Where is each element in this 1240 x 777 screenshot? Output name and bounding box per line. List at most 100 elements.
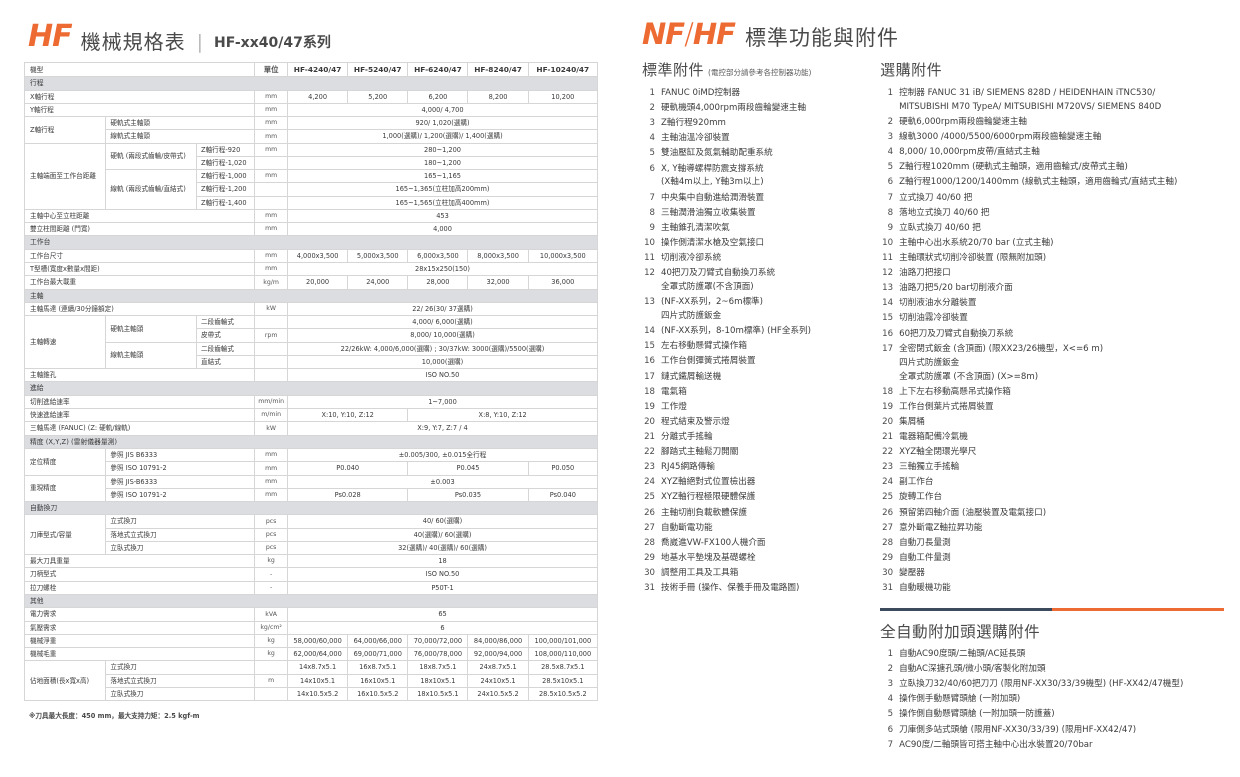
table-row: T型槽(寬度x數量x間距) mm 28x15x250(150) [23, 262, 598, 277]
row-sublabel-2: 二段齒輪式 [196, 315, 256, 330]
cell-value-1: 69,000/71,000 [347, 647, 409, 662]
optional-accessory-item-label: 上下左右移動高懸吊式操作箱 [899, 386, 1011, 397]
standard-accessory-item-number: 18 [644, 386, 655, 397]
section-row: 其他 [24, 593, 598, 609]
cell-value-span: 6 [287, 620, 598, 635]
row-label: 主軸端面至工作台距離 [23, 142, 107, 210]
cell-value-1: 5,200 [347, 89, 409, 104]
auto-head-accessory-item-number: 3 [887, 679, 894, 690]
auto-head-accessory-item-label: 刀庫側多站式頭艙 (限用NF-XX30/33/39) (限用HF-XX42/47… [899, 724, 1137, 735]
optional-accessory-item-label: 油路刀把5/20 bar切削液介面 [899, 283, 1013, 294]
optional-accessory-item-continuation: 四片式防護鈑金 [899, 357, 960, 368]
cell-value-0: 14x10.5x5.2 [287, 686, 349, 702]
table-row: 工作台尺寸 mm 4,000x3,500 5,000x3,500 6,000x3,500… [23, 248, 599, 264]
row-unit: mm [254, 89, 289, 104]
optional-accessory-item-number: 26 [882, 507, 894, 518]
optional-accessory-item-label: 旋轉工作台 [899, 492, 943, 503]
standard-accessory-item-number: 11 [644, 253, 655, 264]
optional-accessory-item-label: 60把刀及刀臂式自動換刀系統 [899, 328, 1014, 339]
cell-value-span: 1~7,000 [287, 394, 598, 410]
standard-accessory-item: 9 主軸錐孔清潔吹氣 [642, 222, 866, 236]
optional-accessory-item: 2 硬軌6,000rpm兩段齒輪變速主軸 [880, 116, 1224, 130]
row-unit: mm [254, 487, 289, 503]
table-header-row: 機型 單位 HF-4240/47 HF-5240/47 HF-6240/47 HF-824… [23, 61, 599, 78]
optional-accessory-item: 31 自動暖機功能 [880, 582, 1224, 596]
cell-value-span: 165~1,165 [287, 169, 598, 184]
cell-value-span: 18 [287, 554, 598, 569]
optional-accessory-item-number: 8 [887, 207, 894, 218]
optional-accessory-item-number: 27 [882, 522, 894, 533]
standard-accessory-item-label: (NF-XX系列，8-10m標準) (HF全系列) [661, 326, 811, 337]
cell-value-span: 1,000(選購)/ 1,200(選購)/ 1,400(選購) [287, 129, 598, 144]
standard-accessory-item: 16 工作台側彈簧式捲屑裝置 [642, 355, 866, 369]
optional-accessory-item-label: 落地立式換刀 40/60 把 [899, 207, 990, 218]
cell-value-span: ISO NO.50 [287, 567, 598, 582]
row-label: T型槽(寬度x數量x間距) [23, 262, 256, 277]
auto-head-accessory-item: 1 自動AC90度頭/二軸頭/AC延長頭 [880, 648, 1224, 662]
right-title-row: NF/HF 標準功能與附件 [642, 20, 1224, 49]
standard-accessory-item-number: 24 [644, 477, 655, 488]
row-label: 主軸中心至立柱距離 [23, 208, 256, 224]
cell-value-span: 40/ 60(選購) [287, 514, 598, 529]
row-unit: m/min [254, 408, 289, 423]
section-title: 自動換刀 [24, 500, 598, 516]
row-sublabel-2: Z軸行程-1,400 [196, 195, 256, 210]
row-sublabel: 立式換刀 [105, 514, 256, 529]
auto-head-accessory-item: 4 操作側手動懸臂頭艙 (一附加頭) [880, 693, 1224, 707]
table-row: X軸行程 mm 4,200 5,200 6,200 8,200 10,200 [23, 89, 599, 104]
optional-accessory-item-number: 29 [882, 552, 894, 563]
row-label: 機械淨重 [23, 633, 256, 649]
row-label: 刀柄型式 [23, 567, 256, 582]
footnote: ※刀具最大長度：450 mm，最大支持力矩：2.5 kgf-m [29, 712, 200, 721]
row-unit: mm/min [254, 394, 289, 410]
right-panel: NF/HF 標準功能與附件 標準附件 (電控部分請參考各控制器功能) 1 FANU… [620, 0, 1240, 777]
row-sublabel: 立式換刀 [105, 660, 256, 675]
table-row: 快速進給速率 m/min X:10, Y:10, Z:12 X:8, Y:10, Z:… [23, 408, 598, 423]
table-row: Y軸行程 mm 4,000/ 4,700 [23, 102, 598, 118]
optional-heading: 選購附件 [880, 61, 943, 79]
row-sublabel: 落地式立式換刀 [105, 673, 256, 688]
table-row: Z軸行程 硬軌式主軸頭 mm 920/ 1,020(選購) [23, 116, 598, 144]
standard-accessory-item-label: 程式結束及警示燈 [661, 416, 730, 427]
table-row: 主軸馬達 (連續/30分鐘額定) kW 22/ 26(30/ 37選購) [23, 301, 598, 317]
auto-head-accessory-item-number: 6 [887, 724, 894, 735]
row-unit: kg/m [254, 275, 289, 290]
cell-value-0: 58,000/60,000 [287, 633, 349, 649]
optional-accessory-item-number: 7 [887, 192, 894, 203]
standard-accessory-item: 2 硬軌機頭4,000rpm兩段齒輪變速主軸 [642, 102, 866, 116]
standard-accessory-item-number: 29 [644, 552, 655, 563]
row-unit [254, 195, 289, 210]
header-model-4: HF-10240/47 [527, 61, 599, 78]
optional-accessory-item-number: 9 [887, 222, 894, 233]
auto-head-heading: 全自動附加頭選購附件 [880, 622, 1041, 641]
row-unit: kg [254, 554, 289, 569]
standard-accessories-column: 標準附件 (電控部分請參考各控制器功能) 1 FANUC 0iMD控制器 2 硬軌機頭… [642, 59, 866, 754]
cell-value-2: 6,200 [407, 89, 469, 104]
standard-accessory-item-number: 16 [644, 356, 655, 367]
standard-accessory-item-label: 切削液冷卻系統 [661, 253, 722, 264]
row-label: Y軸行程 [23, 102, 256, 118]
standard-accessory-item-label: (NF-XX系列，2~6m標準) 四片式防護鈑金 [661, 296, 866, 324]
table-row: Z軸行程-1,020 180~1,200 [25, 155, 598, 171]
cell-value-span: 180~1,200 [287, 155, 598, 171]
row-unit: mm [254, 222, 289, 237]
standard-accessory-item-number: 9 [649, 222, 655, 233]
cell-value-0: P0.040 [287, 461, 409, 476]
section-title: 其他 [24, 593, 598, 609]
cell-value-1: 64,000/66,000 [347, 633, 409, 649]
row-label: 工作台最大載重 [23, 275, 256, 290]
standard-accessory-item-label: 自動斷電功能 [661, 522, 713, 533]
optional-accessory-item: 24 副工作台 [880, 476, 1224, 490]
standard-accessory-item-label: X, Y軸導螺桿防震支撐系統 (X軸4m以上, Y軸3m以上) [661, 163, 866, 191]
cell-value-2: 6,000x3,500 [407, 248, 469, 264]
table-row: 三軸馬達 (FANUC) (Z: 硬軌/線軌) kW X:9, Y:7, Z:7 /… [23, 421, 598, 436]
row-label: 主軸錐孔 [23, 368, 256, 383]
row-sublabel: 參照 JIS B6333 [105, 448, 256, 463]
cell-value-0: 14x8.7x5.1 [287, 660, 349, 675]
row-unit: mm [254, 129, 289, 144]
cell-value-span: 4,000 [287, 222, 598, 237]
hf-logo-text: HF [692, 17, 736, 51]
standard-accessory-item-label: 雙油壓缸及氮氣輔助配重系統 [661, 148, 773, 159]
standard-accessory-item: 8 三軸潤滑油獨立收集裝置 [642, 207, 866, 221]
standard-accessory-item: 11 切削液冷卻系統 [642, 252, 866, 266]
